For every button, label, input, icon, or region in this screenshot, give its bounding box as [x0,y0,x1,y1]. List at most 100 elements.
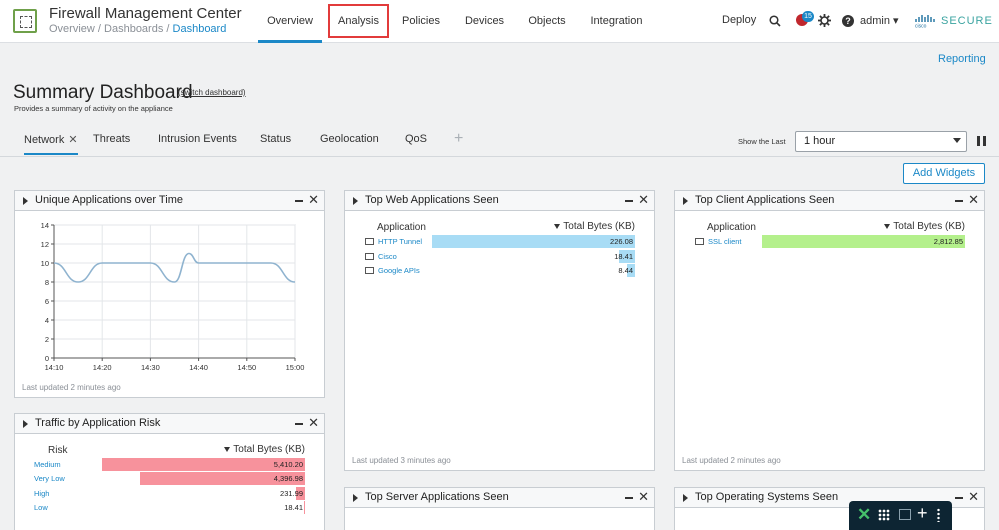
nav-objects[interactable]: Objects [528,15,566,27]
fmc-logo-icon[interactable] [13,9,37,33]
tab-divider [0,156,999,157]
app-window-icon [695,238,704,245]
value-bar [102,458,305,471]
row-value: 5,410.20 [273,460,303,469]
row-value: 231.99 [280,488,303,498]
cisco-x-icon[interactable]: ✕ [857,505,872,524]
search-icon[interactable] [769,15,781,27]
column-header-application[interactable]: Application [707,222,756,233]
more-vertical-icon[interactable] [937,508,940,522]
collapse-caret-icon[interactable] [23,420,28,428]
time-range-select[interactable]: 1 hour [795,131,967,152]
x-tick-label: 15:00 [286,363,305,370]
nav-analysis[interactable]: Analysis [327,3,390,39]
page-subtitle: Provides a summary of activity on the ap… [14,104,173,113]
row-link[interactable]: HTTP Tunnel [378,237,423,246]
page-title: Summary Dashboard [13,82,193,103]
close-icon[interactable]: ✕ [308,415,319,430]
minimize-icon[interactable] [625,497,633,499]
collapse-caret-icon[interactable] [353,494,358,502]
apps-grid-icon[interactable] [878,509,890,521]
row-link[interactable]: Google APIs [378,266,420,275]
user-menu[interactable]: admin ▾ [860,15,899,27]
row-link[interactable]: Cisco [378,251,397,261]
row-link[interactable]: Very Low [34,474,65,484]
minimize-icon[interactable] [955,497,963,499]
close-icon[interactable]: ✕ [308,192,319,207]
reporting-link[interactable]: Reporting [938,53,986,65]
column-header-total-bytes[interactable]: Total Bytes (KB) [224,444,305,455]
value-bar [304,500,305,514]
tab-network[interactable]: Network ✕ [24,133,78,155]
cisco-logo-icon: cisco [915,15,935,28]
collapse-caret-icon[interactable] [23,197,28,205]
row-link[interactable]: Medium [34,460,61,469]
widget-traffic-by-risk: Traffic by Application Risk ✕ Risk Total… [14,413,325,530]
tab-threats[interactable]: Threats [93,133,131,145]
widget-title: Traffic by Application Risk [35,417,161,429]
floating-taskbar: ✕ + [849,501,952,530]
switch-dashboard-link[interactable]: (switch dashboard) [178,88,246,97]
nav-policies[interactable]: Policies [402,15,440,27]
minimize-icon[interactable] [625,200,633,202]
row-value: 4,396.98 [273,474,303,484]
breadcrumb-dashboard[interactable]: Dashboard [172,23,227,35]
minimize-icon[interactable] [955,200,963,202]
tab-status[interactable]: Status [260,133,292,145]
add-tab-icon[interactable]: + [454,130,464,147]
column-header-total-bytes[interactable]: Total Bytes (KB) [554,221,635,232]
column-header-risk[interactable]: Risk [48,445,68,456]
x-tick-label: 14:20 [93,363,112,370]
value-bar [619,249,635,263]
row-link[interactable]: SSL client [708,237,742,246]
nav-overview[interactable]: Overview [258,0,322,43]
tab-qos[interactable]: QoS [405,133,428,145]
widget-title: Unique Applications over Time [35,194,183,206]
window-search-icon[interactable] [899,509,911,520]
column-header-total-bytes[interactable]: Total Bytes (KB) [884,221,965,232]
widget-title: Top Client Applications Seen [695,194,835,206]
column-header-application[interactable]: Application [377,222,426,233]
tab-geolocation[interactable]: Geolocation [320,133,379,145]
gear-icon[interactable] [818,14,831,27]
brand-secure-label: SECURE [941,15,993,27]
value-bar [432,235,635,248]
tab-intrusion-events[interactable]: Intrusion Events [158,133,237,145]
column-header-total-bytes-label: Total Bytes (KB) [233,444,305,455]
row-value: 226.08 [610,237,633,246]
x-tick-label: 14:50 [237,363,256,370]
y-tick-label: 14 [41,221,49,230]
y-tick-label: 6 [45,297,49,306]
breadcrumb-dashboards[interactable]: Dashboards [104,23,164,35]
sort-desc-icon [554,223,561,229]
nav-integration[interactable]: Integration [590,15,643,27]
tab-close-icon[interactable]: ✕ [68,134,78,146]
collapse-caret-icon[interactable] [683,494,688,502]
user-name: admin [860,15,890,27]
breadcrumb-overview[interactable]: Overview [49,23,95,35]
close-icon[interactable]: ✕ [638,192,649,207]
pause-icon[interactable] [977,136,986,146]
close-icon[interactable]: ✕ [638,489,649,504]
row-link[interactable]: High [34,488,50,498]
collapse-caret-icon[interactable] [683,197,688,205]
widget-top-web-applications: Top Web Applications Seen ✕ Application … [344,190,655,471]
widget-header: Traffic by Application Risk ✕ [15,414,324,434]
widget-header: Top Server Applications Seen ✕ [345,488,654,508]
minimize-icon[interactable] [295,200,303,202]
nav-devices[interactable]: Devices [464,15,505,27]
row-link[interactable]: Low [34,502,48,512]
add-widgets-button[interactable]: Add Widgets [903,163,985,184]
deploy-button[interactable]: Deploy [722,14,757,26]
close-icon[interactable]: ✕ [968,489,979,504]
help-icon[interactable]: ? [842,15,854,27]
top-navigation-bar: Firewall Management Center Overview / Da… [0,0,999,43]
y-tick-label: 8 [45,278,49,287]
y-tick-label: 2 [45,335,49,344]
show-last-label: Show the Last [738,137,786,146]
column-header-total-bytes-label: Total Bytes (KB) [563,221,635,232]
collapse-caret-icon[interactable] [353,197,358,205]
close-icon[interactable]: ✕ [968,192,979,207]
minimize-icon[interactable] [295,423,303,425]
plus-icon[interactable]: + [917,503,928,523]
